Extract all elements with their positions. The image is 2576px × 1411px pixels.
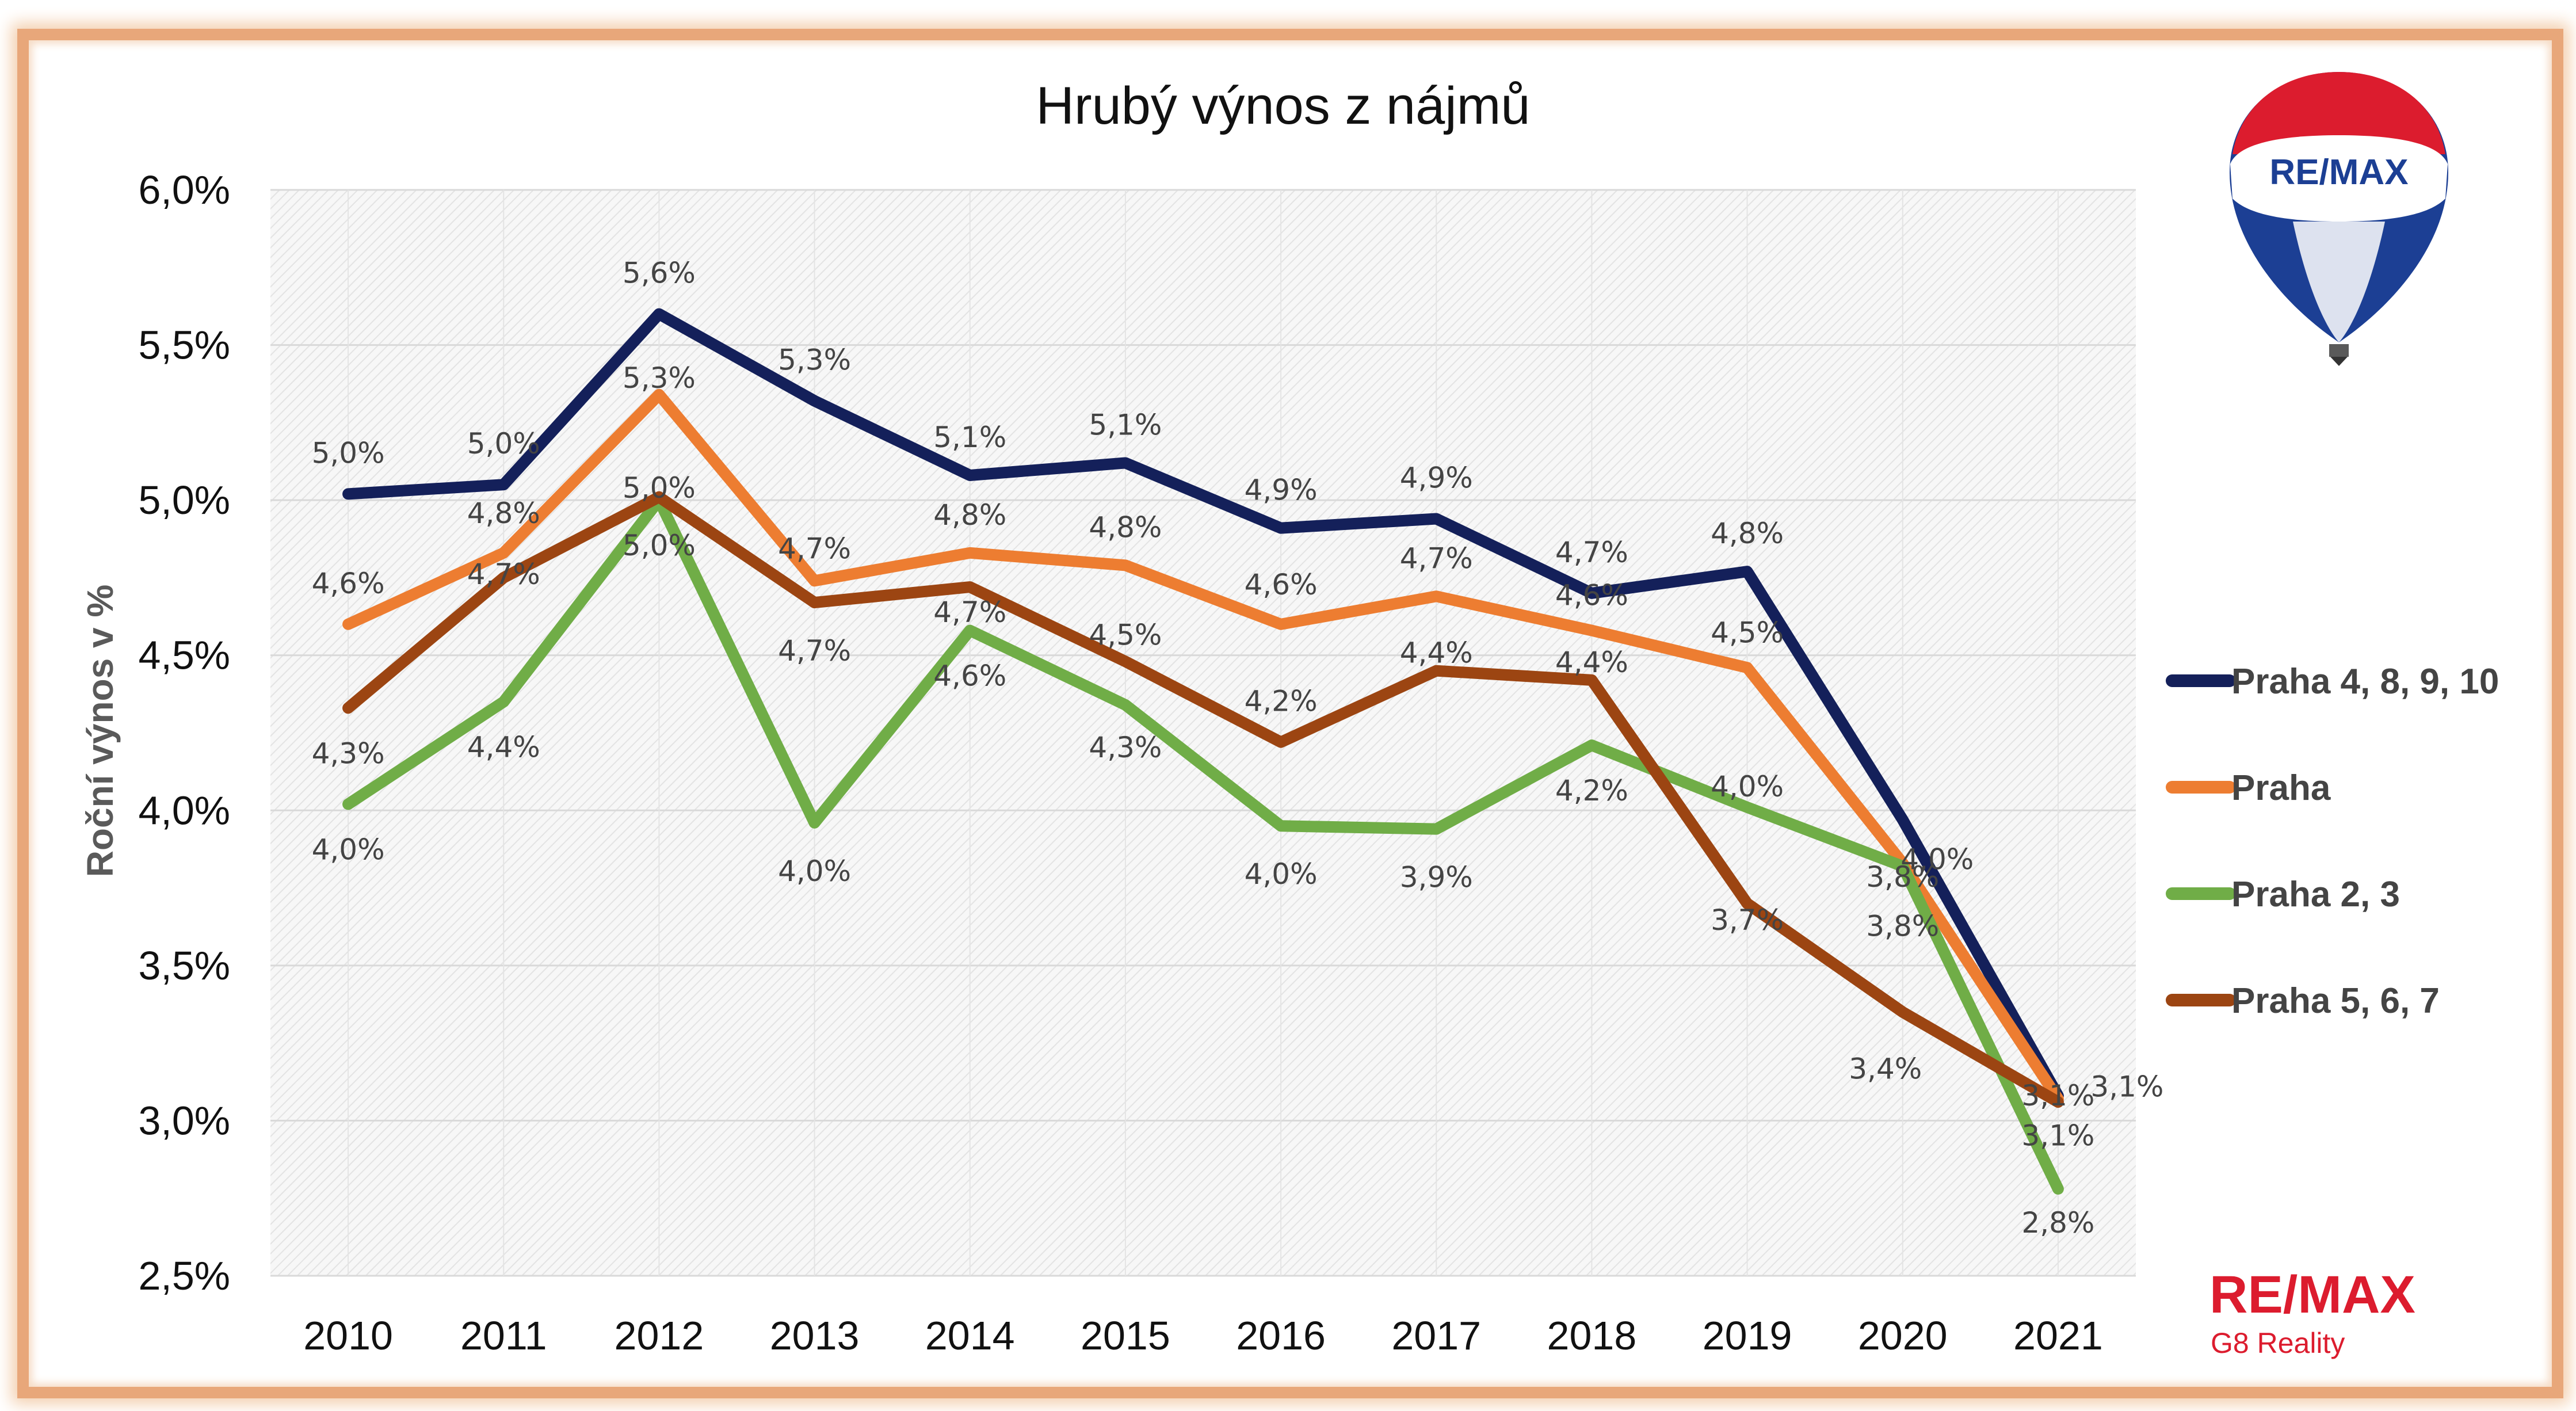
- data-label: 5,3%: [623, 361, 696, 395]
- data-label: 5,3%: [778, 344, 851, 377]
- data-label: 4,4%: [1400, 636, 1473, 670]
- data-label: 4,0%: [1900, 842, 1974, 876]
- data-label: 4,5%: [1089, 618, 1162, 651]
- grid-lines: [270, 189, 2136, 1277]
- y-tick-label: 4,0%: [138, 788, 230, 833]
- data-label: 4,3%: [1089, 731, 1162, 764]
- data-label: 3,1%: [2021, 1079, 2094, 1112]
- x-tick-label: 2012: [615, 1313, 704, 1358]
- data-label: 3,1%: [2021, 1119, 2094, 1153]
- data-label: 5,0%: [623, 529, 696, 562]
- x-tick-label: 2011: [460, 1313, 547, 1358]
- x-tick-label: 2013: [770, 1313, 860, 1358]
- data-labels: 5,0% 5,0% 5,6% 5,3% 5,1% 5,1% 4,9% 4,9% 4,7% 4,8%…: [312, 257, 2164, 1240]
- data-label: 4,8%: [1089, 510, 1162, 544]
- x-tick-label: 2019: [1703, 1313, 1792, 1358]
- data-label: 4,0%: [1245, 857, 1318, 891]
- data-label: 4,3%: [312, 737, 385, 770]
- x-tick-label: 2018: [1547, 1313, 1637, 1358]
- y-axis-label: Roční výnos v %: [79, 585, 121, 878]
- y-tick-label: 5,0%: [138, 478, 230, 523]
- data-label: 5,1%: [933, 421, 1006, 454]
- data-label: 4,2%: [1555, 774, 1628, 807]
- series-lines: [342, 308, 2064, 1195]
- remax-brand-subtitle: G8 Reality: [2211, 1327, 2345, 1359]
- legend-label: Praha 4, 8, 9, 10: [2231, 662, 2499, 701]
- balloon-logo-text: RE/MAX: [2269, 152, 2408, 192]
- y-tick-label: 6,0%: [138, 167, 230, 212]
- x-axis-ticks: 2010 2011 2012 2013 2014 2015 2016 2017 2018 2019…: [303, 1313, 2103, 1358]
- legend-label: Praha 5, 6, 7: [2231, 981, 2440, 1021]
- data-label: 3,8%: [1866, 860, 1939, 894]
- data-label: 5,0%: [467, 427, 540, 460]
- data-label: 3,8%: [1866, 909, 1939, 943]
- data-label: 4,0%: [312, 833, 385, 867]
- data-label: 5,0%: [623, 471, 696, 505]
- data-label: 4,7%: [933, 596, 1006, 629]
- data-label: 4,6%: [312, 567, 385, 600]
- legend-label: Praha: [2231, 768, 2331, 808]
- data-label: 4,8%: [933, 498, 1006, 532]
- plot-area: [270, 190, 2136, 1276]
- data-label: 3,9%: [1400, 861, 1473, 894]
- data-label: 4,0%: [1711, 770, 1784, 803]
- series-line-2: [342, 494, 2064, 1195]
- x-tick-label: 2021: [2013, 1313, 2103, 1358]
- data-label: 4,6%: [1555, 579, 1628, 612]
- x-tick-label: 2014: [925, 1313, 1015, 1358]
- x-tick-label: 2017: [1391, 1313, 1481, 1358]
- series-line-3: [342, 491, 2064, 1108]
- data-label: 4,6%: [1245, 568, 1318, 601]
- data-label: 3,4%: [1849, 1052, 1922, 1086]
- remax-balloon-logo: RE/MAX: [2230, 72, 2448, 366]
- data-label: 2,8%: [2021, 1206, 2094, 1240]
- x-tick-label: 2015: [1081, 1313, 1170, 1358]
- data-label: 4,0%: [778, 855, 851, 888]
- data-label: 5,1%: [1089, 408, 1162, 441]
- series-line-0: [342, 308, 2064, 1102]
- data-label: 4,7%: [1555, 536, 1628, 569]
- y-tick-label: 3,5%: [138, 943, 230, 988]
- data-label: 4,6%: [933, 659, 1006, 693]
- y-tick-label: 5,5%: [138, 323, 230, 368]
- data-label: 4,4%: [1555, 646, 1628, 679]
- data-label: 4,9%: [1245, 474, 1318, 507]
- data-label: 4,7%: [467, 558, 540, 591]
- data-label: 5,6%: [623, 257, 696, 290]
- data-label: 4,7%: [778, 532, 851, 565]
- y-tick-label: 2,5%: [138, 1253, 230, 1298]
- series-line-1: [342, 388, 2064, 1105]
- data-label: 4,4%: [467, 731, 540, 764]
- data-label: 4,7%: [1400, 541, 1473, 575]
- x-tick-label: 2016: [1236, 1313, 1326, 1358]
- data-label: 3,1%: [2090, 1070, 2163, 1103]
- data-label: 4,8%: [1711, 517, 1784, 550]
- x-tick-label: 2010: [303, 1313, 393, 1358]
- data-label: 5,0%: [312, 436, 385, 470]
- y-axis-ticks: 2,5% 3,0% 3,5% 4,0% 4,5% 5,0% 5,5% 6,0%: [138, 167, 230, 1298]
- x-tick-label: 2020: [1858, 1313, 1948, 1358]
- y-tick-label: 4,5%: [138, 633, 230, 678]
- data-label: 4,8%: [467, 497, 540, 530]
- y-tick-label: 3,0%: [138, 1098, 230, 1143]
- data-label: 4,2%: [1245, 685, 1318, 718]
- legend-label: Praha 2, 3: [2231, 875, 2400, 914]
- legend: Praha 4, 8, 9, 10 Praha Praha 2, 3 Praha 5,…: [2166, 662, 2499, 1021]
- data-label: 4,7%: [778, 634, 851, 668]
- data-label: 3,7%: [1711, 903, 1784, 937]
- data-label: 4,9%: [1400, 461, 1473, 494]
- data-label: 4,5%: [1711, 616, 1784, 649]
- remax-brand-text: RE/MAX: [2209, 1265, 2415, 1324]
- chart-title: Hrubý výnos z nájmů: [1036, 77, 1531, 135]
